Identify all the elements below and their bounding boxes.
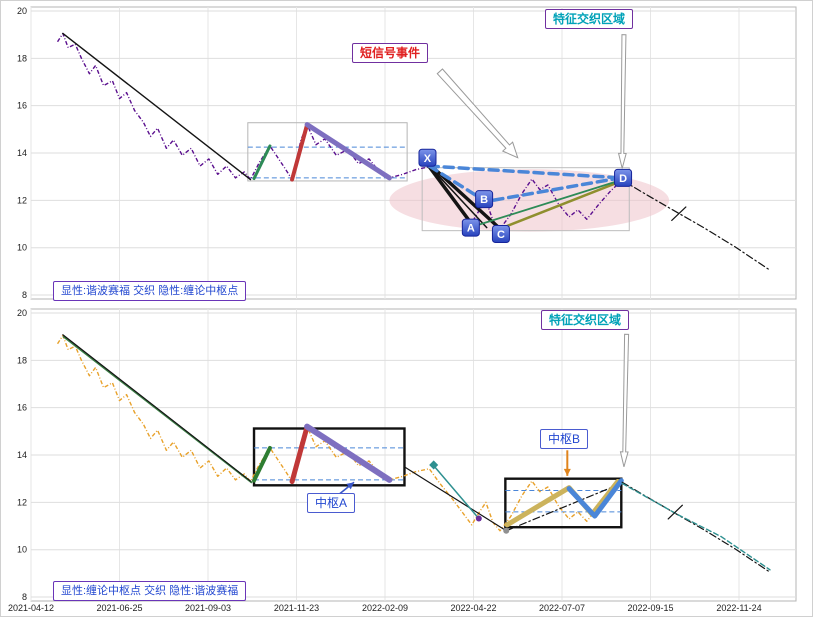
center-box-a <box>252 427 406 487</box>
purple-downleg <box>304 423 393 483</box>
label-center-b: 中枢B <box>540 429 589 449</box>
label-feature-zone-bottom: 特征交织区域 <box>541 310 630 330</box>
purple-downleg <box>304 122 392 181</box>
data-marker <box>503 527 510 534</box>
bottom-panel: 8 10 12 14 16 18 20 <box>17 308 797 602</box>
blue-dashed-upper <box>427 164 623 180</box>
x-tick-label: 2022-07-07 <box>539 603 585 613</box>
svg-text:X: X <box>424 153 432 165</box>
black-wedge-1 <box>427 164 476 229</box>
x-tick-label: 2022-04-22 <box>450 603 496 613</box>
y-tick-label: 8 <box>22 592 27 602</box>
y-tick-label: 14 <box>17 450 27 460</box>
point-badge-X: X <box>418 148 437 167</box>
label-short-signal-event: 短信号事件 <box>352 43 429 63</box>
green-upleg <box>252 445 272 483</box>
x-tick-label: 2022-09-15 <box>627 603 673 613</box>
y-tick-label: 18 <box>17 53 27 63</box>
y-tick-label: 8 <box>22 290 27 300</box>
point-badge-B: B <box>475 190 494 209</box>
center-box-b <box>504 477 623 529</box>
olive-upleg <box>498 180 622 231</box>
forecast-dashdot <box>621 481 771 573</box>
data-marker <box>475 515 482 522</box>
green-upleg <box>252 144 272 181</box>
mid-decline <box>403 466 507 532</box>
caption-bottom-panel: 显性:缠论中枢点 交织 隐性:谐波赛福 <box>53 581 247 601</box>
blue-zigzag <box>566 478 624 519</box>
svg-text:B: B <box>480 194 488 206</box>
y-tick-label: 18 <box>17 355 27 365</box>
y-tick-label: 12 <box>17 497 27 507</box>
svg-text:D: D <box>619 173 627 185</box>
teal-forecast-dashed <box>621 482 771 571</box>
callout-arrow <box>617 34 627 169</box>
consolidation-zone-2 <box>421 167 630 232</box>
caption-top-panel: 显性:谐波赛福 交织 隐性:缠论中枢点 <box>53 281 247 301</box>
svg-text:A: A <box>467 223 475 235</box>
red-upleg <box>290 122 310 182</box>
x-tick-label: 2021-09-03 <box>185 603 231 613</box>
left-trend-line <box>62 32 252 181</box>
y-tick-label: 10 <box>17 545 27 555</box>
callout-arrow <box>436 68 519 159</box>
left-trend-black <box>62 334 252 482</box>
tick-mark <box>671 206 687 222</box>
label-feature-zone-top: 特征交织区域 <box>545 9 634 29</box>
x-tick-label: 2021-11-23 <box>274 603 319 613</box>
green-recovery <box>472 179 622 228</box>
y-tick-label: 20 <box>17 308 27 318</box>
y-tick-label: 16 <box>17 403 27 413</box>
x-tick-label: 2021-06-25 <box>96 603 142 613</box>
consolidation-zone-1 <box>247 122 408 182</box>
forecast-dashdot <box>621 179 771 271</box>
y-tick-label: 10 <box>17 243 27 253</box>
point-badge-C: C <box>491 224 510 243</box>
pointer-arrowhead <box>346 482 355 490</box>
teal-decline <box>432 464 480 520</box>
tick-mark <box>667 504 683 520</box>
red-upleg <box>289 424 310 485</box>
point-badge-A: A <box>461 218 480 237</box>
y-tick-label: 16 <box>17 101 27 111</box>
y-tick-label: 20 <box>17 6 27 16</box>
svg-text:C: C <box>497 229 505 241</box>
pointer-arrowhead <box>563 468 571 476</box>
label-center-a: 中枢A <box>307 493 356 513</box>
point-badge-D: D <box>614 168 633 187</box>
x-tick-label: 2022-02-09 <box>362 603 408 613</box>
x-tick-label: 2021-04-12 <box>8 603 54 613</box>
y-tick-label: 12 <box>17 195 27 205</box>
rise-dashdot <box>505 482 622 532</box>
black-wedge-2 <box>432 167 502 231</box>
y-tick-label: 14 <box>17 148 27 158</box>
x-tick-label: 2022-11-24 <box>716 603 761 613</box>
black-wedge-3 <box>430 166 488 229</box>
callout-arrow <box>619 333 630 467</box>
